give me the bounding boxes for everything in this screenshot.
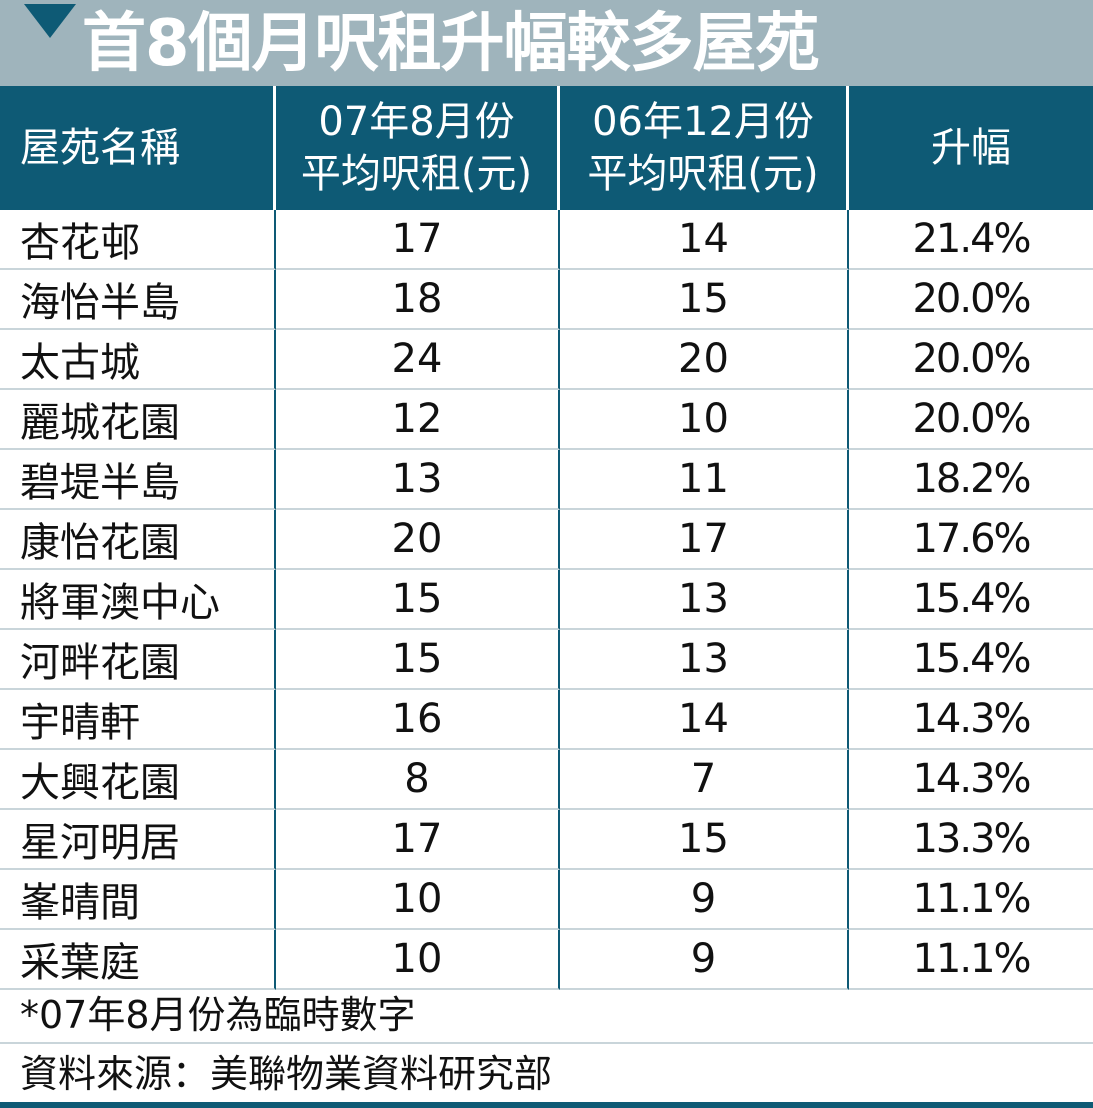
cell-estate: 麗城花園 bbox=[0, 390, 276, 450]
header-increase-label: 升幅 bbox=[931, 125, 1011, 171]
cell-rent-aug07: 17 bbox=[276, 810, 560, 870]
cell-increase: 14.3% bbox=[849, 750, 1093, 810]
cell-rent-aug07: 20 bbox=[276, 510, 560, 570]
cell-rent-aug07: 17 bbox=[276, 210, 560, 270]
cell-rent-dec06: 11 bbox=[560, 450, 849, 510]
cell-increase: 17.6% bbox=[849, 510, 1093, 570]
cell-increase: 11.1% bbox=[849, 930, 1093, 990]
chart-title: 首8個月呎租升幅較多屋苑 bbox=[82, 7, 820, 81]
cell-rent-aug07: 13 bbox=[276, 450, 560, 510]
cell-rent-aug07: 15 bbox=[276, 630, 560, 690]
cell-estate: 宇晴軒 bbox=[0, 690, 276, 750]
cell-rent-aug07: 15 bbox=[276, 570, 560, 630]
cell-rent-dec06: 15 bbox=[560, 810, 849, 870]
cell-rent-aug07: 24 bbox=[276, 330, 560, 390]
cell-increase: 13.3% bbox=[849, 810, 1093, 870]
cell-rent-dec06: 10 bbox=[560, 390, 849, 450]
cell-increase: 20.0% bbox=[849, 270, 1093, 330]
cell-rent-dec06: 15 bbox=[560, 270, 849, 330]
cell-increase: 21.4% bbox=[849, 210, 1093, 270]
cell-estate: 河畔花園 bbox=[0, 630, 276, 690]
cell-rent-aug07: 8 bbox=[276, 750, 560, 810]
cell-rent-aug07: 18 bbox=[276, 270, 560, 330]
header-rent-dec06: 06年12月份 平均呎租(元) bbox=[560, 86, 849, 210]
cell-increase: 15.4% bbox=[849, 570, 1093, 630]
cell-rent-aug07: 16 bbox=[276, 690, 560, 750]
cell-rent-aug07: 12 bbox=[276, 390, 560, 450]
cell-estate: 大興花園 bbox=[0, 750, 276, 810]
cell-increase: 20.0% bbox=[849, 390, 1093, 450]
header-rent-aug07-line1: 07年8月份 bbox=[318, 99, 515, 145]
cell-increase: 14.3% bbox=[849, 690, 1093, 750]
cell-estate: 太古城 bbox=[0, 330, 276, 390]
header-rent-dec06-line2: 平均呎租(元) bbox=[587, 151, 819, 197]
cell-rent-dec06: 9 bbox=[560, 870, 849, 930]
triangle-marker-icon bbox=[24, 4, 76, 38]
header-increase: 升幅 bbox=[849, 86, 1093, 210]
bottom-rule bbox=[0, 1102, 1093, 1108]
cell-estate: 碧堤半島 bbox=[0, 450, 276, 510]
header-rent-aug07-line2: 平均呎租(元) bbox=[300, 151, 533, 197]
cell-estate: 康怡花園 bbox=[0, 510, 276, 570]
cell-estate: 星河明居 bbox=[0, 810, 276, 870]
cell-rent-dec06: 14 bbox=[560, 210, 849, 270]
footnote: *07年8月份為臨時數字 bbox=[0, 986, 1093, 1044]
rent-table: 屋苑名稱 07年8月份 平均呎租(元) 06年12月份 平均呎租(元) 升幅 杏… bbox=[0, 86, 1093, 990]
title-bar: 首8個月呎租升幅較多屋苑 bbox=[0, 0, 1093, 86]
cell-rent-dec06: 13 bbox=[560, 570, 849, 630]
cell-rent-aug07: 10 bbox=[276, 930, 560, 990]
cell-increase: 18.2% bbox=[849, 450, 1093, 510]
cell-rent-dec06: 7 bbox=[560, 750, 849, 810]
cell-rent-dec06: 17 bbox=[560, 510, 849, 570]
header-rent-aug07: 07年8月份 平均呎租(元) bbox=[276, 86, 560, 210]
cell-estate: 海怡半島 bbox=[0, 270, 276, 330]
cell-rent-dec06: 9 bbox=[560, 930, 849, 990]
cell-rent-dec06: 14 bbox=[560, 690, 849, 750]
cell-estate: 杏花邨 bbox=[0, 210, 276, 270]
cell-increase: 15.4% bbox=[849, 630, 1093, 690]
header-rent-dec06-line1: 06年12月份 bbox=[592, 99, 814, 145]
cell-estate: 將軍澳中心 bbox=[0, 570, 276, 630]
source-note: 資料來源：美聯物業資料研究部 bbox=[20, 1052, 553, 1096]
cell-increase: 11.1% bbox=[849, 870, 1093, 930]
header-estate-label: 屋苑名稱 bbox=[20, 125, 180, 171]
cell-rent-aug07: 10 bbox=[276, 870, 560, 930]
header-estate: 屋苑名稱 bbox=[0, 86, 276, 210]
cell-estate: 峯晴間 bbox=[0, 870, 276, 930]
cell-increase: 20.0% bbox=[849, 330, 1093, 390]
cell-estate: 采葉庭 bbox=[0, 930, 276, 990]
cell-rent-dec06: 13 bbox=[560, 630, 849, 690]
cell-rent-dec06: 20 bbox=[560, 330, 849, 390]
